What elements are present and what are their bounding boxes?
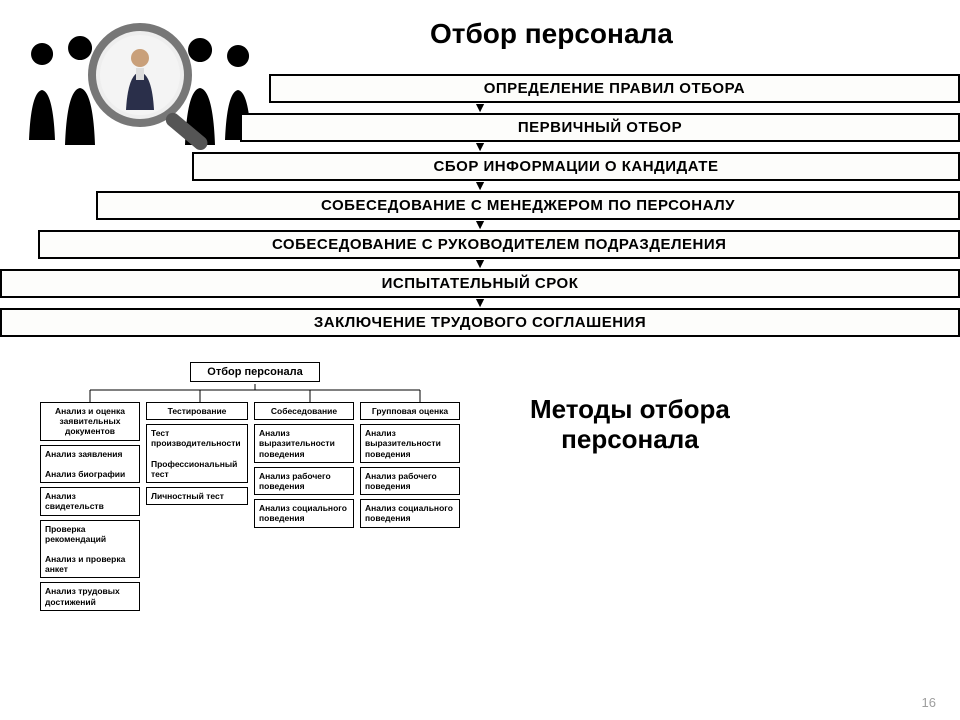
method-item: Анализ социального поведения [254,499,354,527]
method-column: Анализ и оценка заявительных документов А… [40,402,140,611]
flow-step-box: ЗАКЛЮЧЕНИЕ ТРУДОВОГО СОГЛАШЕНИЯ [0,308,960,337]
method-item: Анализ заявления Анализ биографии [40,445,140,484]
method-item: Анализ выразительности поведения [360,424,460,463]
flow-arrow-down: ▼ [0,259,960,269]
method-column-header: Собеседование [254,402,354,420]
selection-flowchart: ОПРЕДЕЛЕНИЕ ПРАВИЛ ОТБОРА▼ПЕРВИЧНЫЙ ОТБО… [0,74,960,358]
method-column-header: Анализ и оценка заявительных документов [40,402,140,441]
method-item: Анализ свидетельств [40,487,140,515]
flow-step-box: СОБЕСЕДОВАНИЕ С МЕНЕДЖЕРОМ ПО ПЕРСОНАЛУ [96,191,960,220]
methods-title-line1: Методы отбора [530,394,730,424]
page-number: 16 [922,695,936,710]
method-column: Групповая оценка Анализ выразительности п… [360,402,460,528]
method-item: Анализ социального поведения [360,499,460,527]
method-item: Личностный тест [146,487,248,505]
methods-root-box: Отбор персонала [190,362,320,382]
flow-step-box: ПЕРВИЧНЫЙ ОТБОР [240,113,960,142]
flow-arrow-down: ▼ [0,142,960,152]
method-column-header: Групповая оценка [360,402,460,420]
page-title: Отбор персонала [430,18,673,50]
method-item: Анализ трудовых достижений [40,582,140,610]
method-item: Тест производительности Профессиональный… [146,424,248,483]
method-column: Собеседование Анализ выразительности пове… [254,402,354,528]
methods-tree: Отбор персонала Анализ и оценка заявител… [40,362,470,611]
flow-step-box: СБОР ИНФОРМАЦИИ О КАНДИДАТЕ [192,152,960,181]
tree-connectors [40,384,470,402]
methods-title: Методы отбора персонала [530,395,730,455]
method-column-header: Тестирование [146,402,248,420]
flow-arrow-down: ▼ [0,181,960,191]
flow-step-box: СОБЕСЕДОВАНИЕ С РУКОВОДИТЕЛЕМ ПОДРАЗДЕЛЕ… [38,230,960,259]
flow-arrow-down: ▼ [0,103,960,113]
method-item: Проверка рекомендаций Анализ и проверка … [40,520,140,579]
method-column: Тестирование Тест производительности Проф… [146,402,248,505]
method-item: Анализ выразительности поведения [254,424,354,463]
method-item: Анализ рабочего поведения [254,467,354,495]
flow-arrow-down: ▼ [0,220,960,230]
flow-arrow-down: ▼ [0,298,960,308]
methods-title-line2: персонала [561,424,699,454]
flow-step-box: ОПРЕДЕЛЕНИЕ ПРАВИЛ ОТБОРА [269,74,960,103]
method-item: Анализ рабочего поведения [360,467,460,495]
